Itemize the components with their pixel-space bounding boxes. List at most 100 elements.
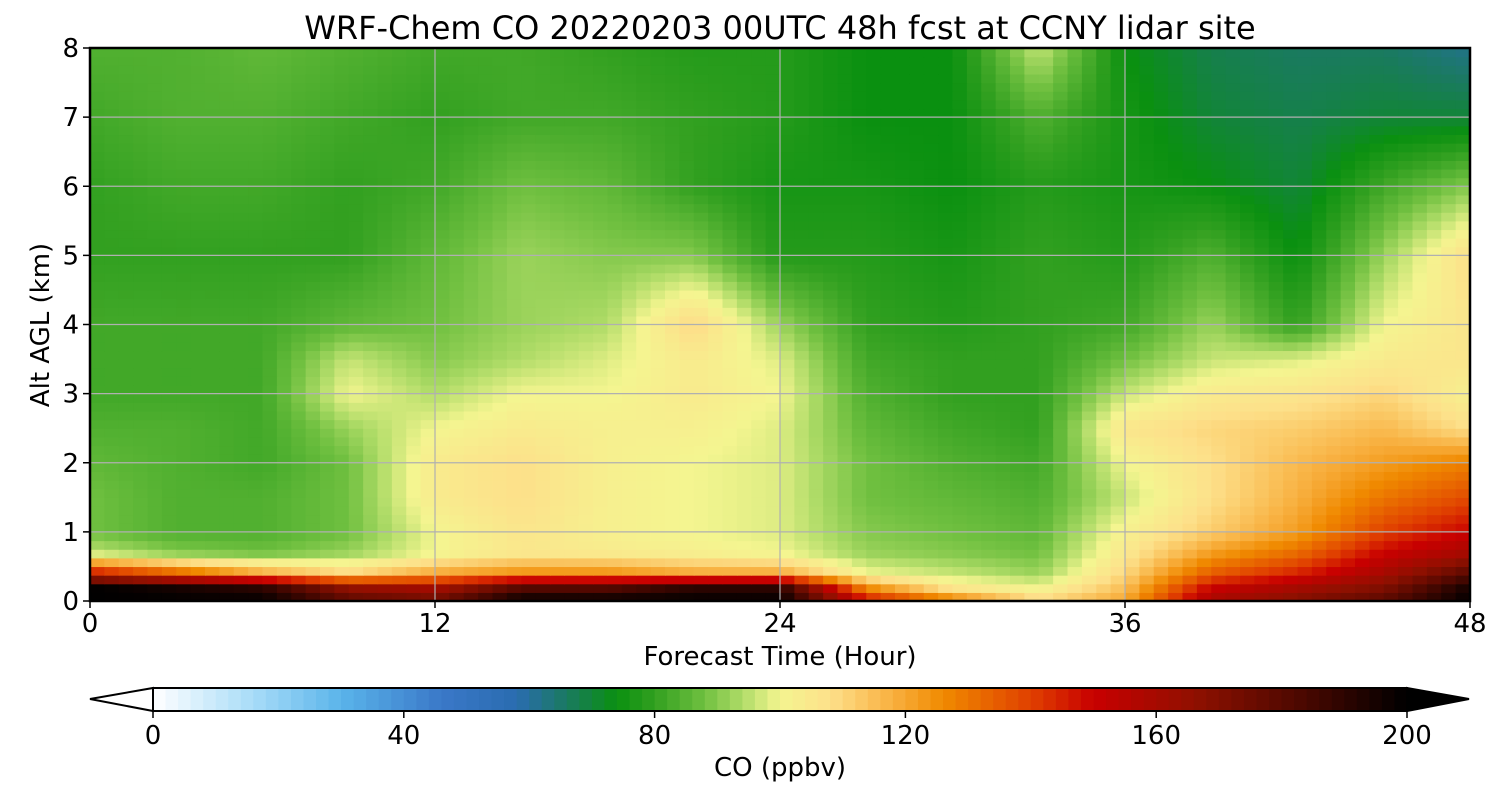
heatmap-cell [1081,410,1097,421]
heatmap-cell [1383,454,1399,464]
heatmap-cell [133,376,149,386]
heatmap-cell [1096,540,1112,550]
heatmap-cell [938,514,954,524]
heatmap-cell [1225,497,1241,507]
heatmap-cell [621,151,637,161]
heatmap-cell [607,575,623,585]
heatmap-cell [276,324,292,334]
heatmap-cell [521,393,537,403]
heatmap-cell [708,566,724,576]
heatmap-cell [1355,341,1370,352]
heatmap-cell [1240,160,1255,170]
heatmap-cell [1125,523,1140,533]
heatmap-cell [176,238,192,248]
heatmap-cell [1441,393,1457,403]
heatmap-cell [607,514,623,524]
heatmap-cell [1240,471,1255,481]
heatmap-cell [1024,359,1040,369]
heatmap-cell [291,298,307,308]
heatmap-cell [1168,454,1184,464]
heatmap-cell [1010,220,1025,231]
heatmap-cell [1067,566,1083,576]
heatmap-cell [248,393,264,403]
heatmap-cell [535,549,551,559]
heatmap-cell [1441,359,1457,369]
heatmap-cell [564,436,580,447]
heatmap-cell [736,540,752,550]
heatmap-cell [535,289,551,300]
heatmap-cell [90,462,105,472]
heatmap-cell [233,488,249,498]
heatmap-cell [1398,566,1414,576]
heatmap-cell [1211,393,1227,403]
heatmap-cell [1139,514,1155,524]
heatmap-cell [262,514,278,524]
heatmap-cell [808,264,824,274]
heatmap-cell [1326,454,1342,464]
heatmap-cell [248,454,264,464]
heatmap-cell [1398,592,1414,602]
heatmap-cell [636,393,652,403]
heatmap-cell [765,177,781,187]
heatmap-cell [923,359,939,369]
heatmap-cell [219,324,235,334]
heatmap-cell [909,523,925,533]
heatmap-cell [205,220,220,231]
heatmap-cell [133,238,149,248]
heatmap-cell [1441,376,1457,386]
heatmap-cell [535,557,551,568]
heatmap-cell [923,410,939,421]
heatmap-cell [1010,583,1025,593]
heatmap-cell [1168,445,1184,455]
heatmap-cell [1254,575,1270,585]
heatmap-cell [334,298,350,308]
heatmap-cell [650,454,666,464]
heatmap-cell [780,402,795,412]
heatmap-cell [823,454,839,464]
heatmap-cell [1240,307,1255,317]
heatmap-cell [1455,281,1471,291]
heatmap-cell [348,480,364,490]
heatmap-cell [1053,592,1069,602]
heatmap-cell [808,246,824,256]
heatmap-cell [995,480,1011,490]
heatmap-cell [1182,281,1198,291]
heatmap-cell [1240,531,1255,542]
heatmap-cell [1254,264,1270,274]
heatmap-cell [348,445,364,455]
heatmap-cell [981,531,997,542]
heatmap-cell [118,298,134,308]
heatmap-cell [621,203,637,213]
heatmap-cell [1355,238,1370,248]
heatmap-cell [521,264,537,274]
heatmap-cell [463,410,479,421]
heatmap-cell [248,220,264,231]
heatmap-cell [463,497,479,507]
heatmap-cell [334,445,350,455]
heatmap-cell [823,497,839,507]
heatmap-cell [118,264,134,274]
heatmap-cell [736,151,752,161]
heatmap-cell [1240,281,1255,291]
heatmap-cell [909,445,925,455]
heatmap-cell [1311,177,1327,187]
heatmap-cell [305,566,321,576]
heatmap-cell [334,333,350,343]
heatmap-cell [1369,402,1385,412]
heatmap-cell [866,428,882,438]
heatmap-cell [751,454,767,464]
heatmap-cell [248,505,264,516]
heatmap-cell [995,566,1011,576]
heatmap-cell [492,255,508,265]
heatmap-cell [406,575,422,585]
heatmap-cell [780,212,795,222]
heatmap-cell [104,238,120,248]
heatmap-cell [291,549,307,559]
heatmap-cell [837,307,853,317]
heatmap-cell [320,272,335,282]
heatmap-cell [1038,315,1054,326]
heatmap-cell [1311,359,1327,369]
heatmap-cell [1182,168,1198,179]
heatmap-cell [118,531,134,542]
heatmap-cell [1196,229,1212,239]
